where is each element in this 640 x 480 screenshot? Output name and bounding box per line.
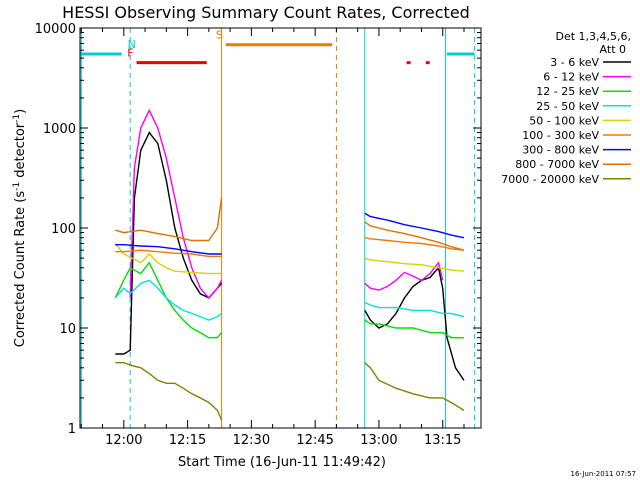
series-line-12-25-kev xyxy=(114,261,223,339)
y-axis-label: Corrected Count Rate (s-1 detector-1) xyxy=(12,109,28,347)
series-line-25-50-kev xyxy=(114,279,223,321)
y-tick-label: 100 xyxy=(51,222,76,237)
series-line-800-7000-kev xyxy=(115,197,223,242)
legend-label-800-7000-kev: 800 - 7000 keV xyxy=(515,158,599,171)
y-ticks-layer: 1 10 100 1000 10000 xyxy=(35,22,481,437)
y-axis-label-main: Corrected Count Rate (s xyxy=(13,191,28,348)
flags-layer: NF S xyxy=(80,29,475,65)
legend-label-12-25-kev: 12 - 25 keV xyxy=(536,85,599,98)
y-tick-label: 10 xyxy=(59,322,76,337)
legend-label-100-300-kev: 100 - 300 keV xyxy=(522,129,599,142)
footer-timestamp: 16-Jun-2011 07:57 xyxy=(571,470,637,478)
legend-label-6-12-kev: 6 - 12 keV xyxy=(543,71,599,84)
x-tick-label: 13:00 xyxy=(360,433,397,448)
series-line-7000-20000-kev xyxy=(115,362,223,421)
series-layer xyxy=(114,108,465,421)
legend-label-300-800-kev: 300 - 800 keV xyxy=(522,144,599,157)
y-axis-label-sup2: -1 xyxy=(12,114,22,123)
y-axis-label-mid: detector xyxy=(13,122,28,182)
series-line-800-7000-kev xyxy=(364,221,465,251)
legend-label-3-6-kev: 3 - 6 keV xyxy=(550,56,599,69)
series-line-6-12-kev xyxy=(129,108,223,299)
series-line-3-6-kev xyxy=(364,266,465,381)
x-tick-label: 12:30 xyxy=(233,433,270,448)
legend: Det 1,3,4,5,6, Att 0 3 - 6 keV 6 - 12 keV… xyxy=(501,30,631,186)
x-tick-label: 12:00 xyxy=(105,433,142,448)
series-line-300-800-kev xyxy=(364,212,465,239)
legend-header-line1: Det 1,3,4,5,6, xyxy=(555,30,631,43)
series-line-300-800-kev xyxy=(115,243,222,255)
series-line-6-12-kev xyxy=(364,261,444,291)
y-tick-label: 1 xyxy=(68,422,76,437)
legend-label-7000-20000-kev: 7000 - 20000 keV xyxy=(501,173,599,186)
chart-title: HESSI Observing Summary Count Rates, Cor… xyxy=(62,3,470,22)
series-line-100-300-kev xyxy=(364,237,465,251)
flag-label-s: S xyxy=(216,29,223,42)
y-axis-label-end: ) xyxy=(13,109,28,114)
legend-header-line2: Att 0 xyxy=(600,43,626,56)
flag-label-f: F xyxy=(127,47,133,60)
y-axis-label-sup1: -1 xyxy=(12,182,22,191)
x-tick-label: 12:15 xyxy=(169,433,206,448)
series-line-3-6-kev xyxy=(115,131,223,355)
series-line-50-100-kev xyxy=(114,243,222,275)
series-line-12-25-kev xyxy=(364,319,464,339)
series-line-100-300-kev xyxy=(115,249,222,258)
x-tick-label: 13:15 xyxy=(424,433,461,448)
x-axis-label: Start Time (16-Jun-11 11:49:42) xyxy=(178,455,386,470)
series-line-25-50-kev xyxy=(364,301,465,318)
series-line-50-100-kev xyxy=(364,257,465,272)
y-tick-label: 1000 xyxy=(43,122,76,137)
legend-label-25-50-kev: 25 - 50 keV xyxy=(536,100,599,113)
x-ticks-layer: 12:00 12:15 12:30 12:45 13:00 13:15 xyxy=(80,28,465,448)
legend-label-50-100-kev: 50 - 100 keV xyxy=(529,114,599,127)
y-tick-label: 10000 xyxy=(35,22,76,37)
series-line-7000-20000-kev xyxy=(364,362,465,411)
flag-label-n: N xyxy=(128,38,136,51)
x-tick-label: 12:45 xyxy=(296,433,333,448)
